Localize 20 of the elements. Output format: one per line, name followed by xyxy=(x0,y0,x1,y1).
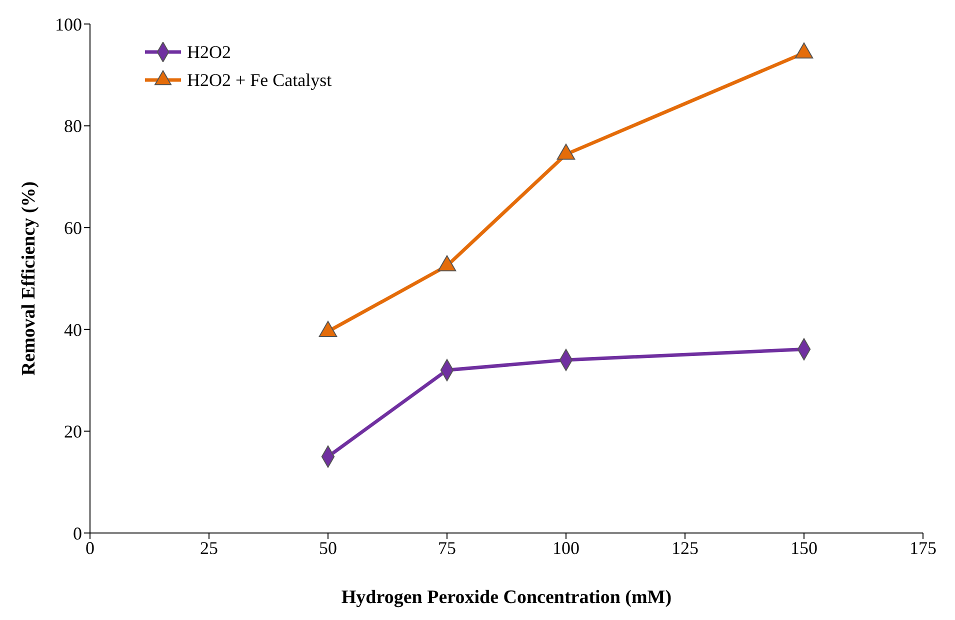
y-tick-label: 0 xyxy=(73,523,82,544)
point xyxy=(794,42,814,59)
x-tick-label: 50 xyxy=(319,538,337,558)
legend-label: H2O2 xyxy=(187,42,231,62)
x-tick-label: 75 xyxy=(438,538,456,558)
x-tick-label: 175 xyxy=(910,538,936,558)
point xyxy=(556,144,576,160)
x-tick-label: 100 xyxy=(552,538,580,558)
x-tick-label: 0 xyxy=(86,538,94,558)
y-axis-title: Removal Efficiency (%) xyxy=(18,181,40,376)
y-tick-label: 40 xyxy=(64,320,82,340)
x-tick-label: 150 xyxy=(790,538,818,558)
x-tick-label: 125 xyxy=(672,538,698,558)
y-tick-label: 60 xyxy=(64,218,82,238)
y-tick-label: 80 xyxy=(64,116,82,136)
y-tick-label: 100 xyxy=(55,14,82,34)
x-axis-title: Hydrogen Peroxide Concentration (mM) xyxy=(341,587,672,608)
legend-label: H2O2 + Fe Catalyst xyxy=(187,70,332,90)
x-tick-label: 25 xyxy=(200,538,218,558)
y-tick-label: 20 xyxy=(64,422,82,442)
